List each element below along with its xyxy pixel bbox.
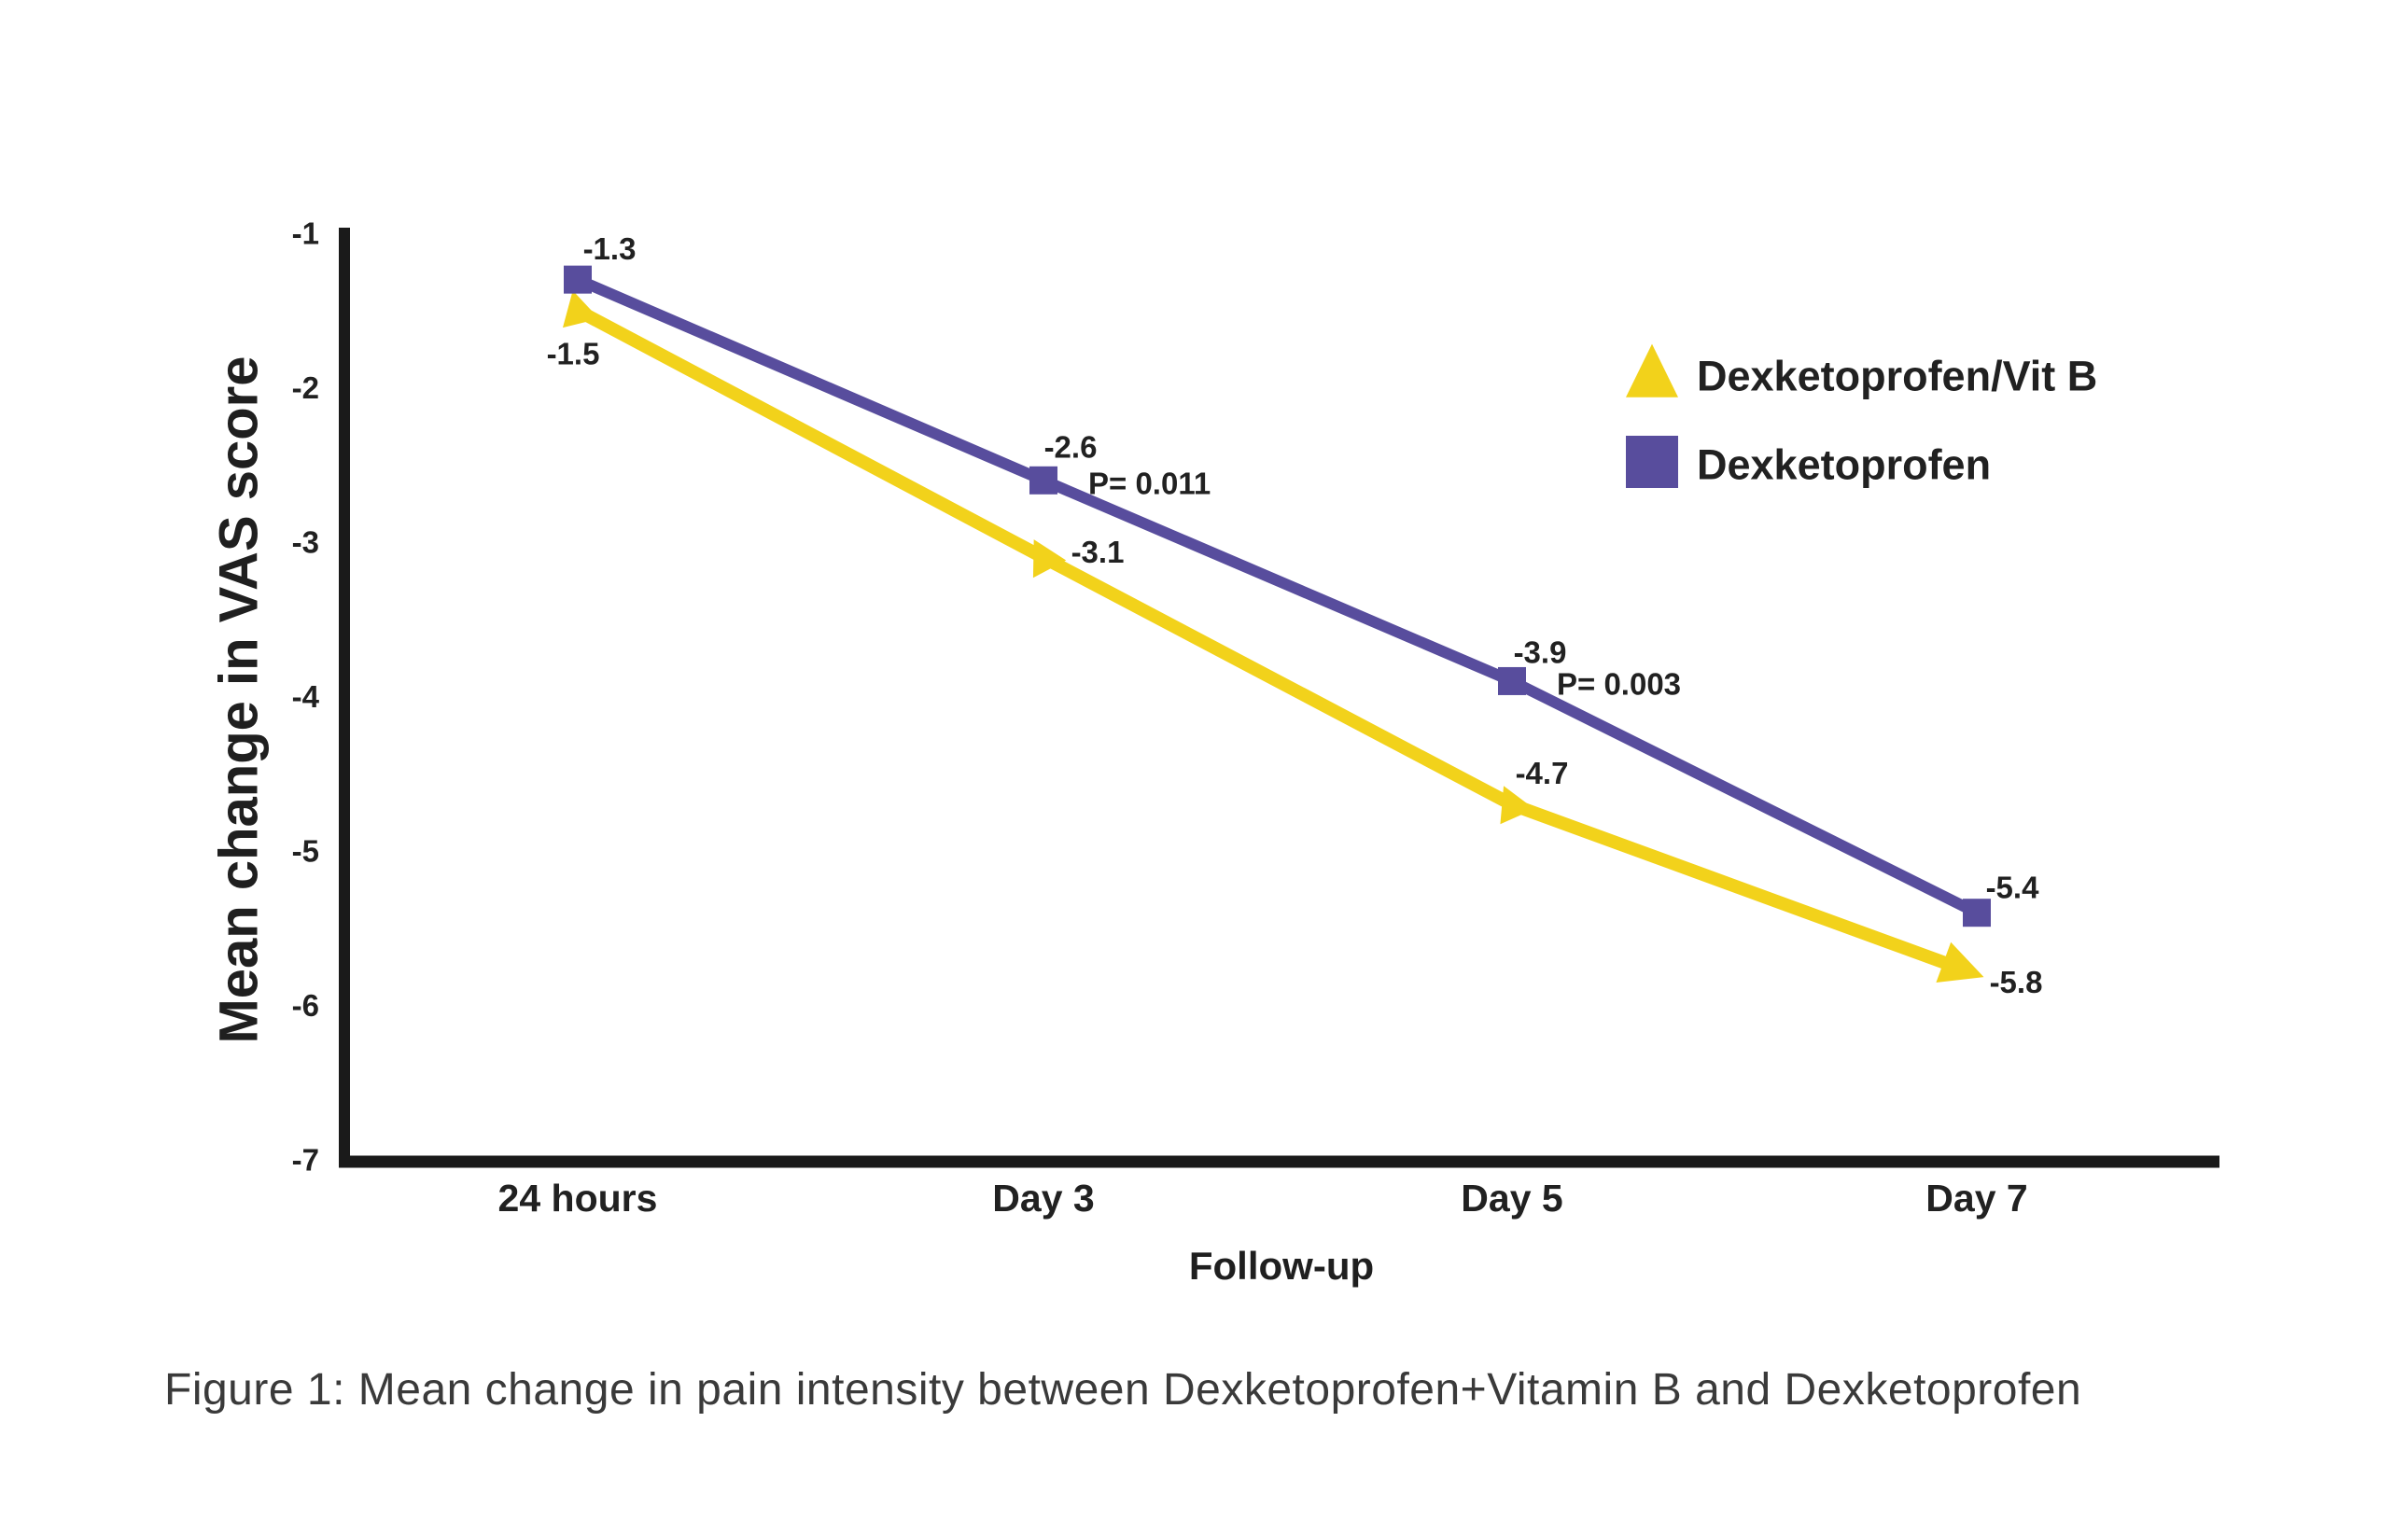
legend-swatch-square — [1626, 436, 1678, 488]
x-axis-title: Follow-up — [1188, 1244, 1375, 1288]
data-label: -1.5 — [547, 336, 600, 370]
data-label: -5.8 — [1990, 965, 2043, 999]
legend-swatch-triangle — [1626, 343, 1678, 397]
y-tick-label: -3 — [292, 525, 319, 560]
y-tick-label: -7 — [292, 1143, 319, 1178]
y-tick-label: -6 — [292, 988, 319, 1023]
x-category-label: Day 5 — [1461, 1177, 1562, 1220]
series-line-dexketoprofen — [575, 274, 1980, 918]
data-label: -5.4 — [1986, 871, 2040, 905]
data-label: -1.3 — [583, 231, 637, 266]
legend — [1626, 343, 1678, 488]
marker-square — [1963, 899, 1991, 927]
data-label: -4.7 — [1516, 756, 1569, 790]
marker-square — [564, 265, 592, 294]
marker-arrowhead — [1936, 941, 1984, 983]
legend-label-dexketoprofen: Dexketoprofen — [1697, 441, 1991, 489]
figure-caption: Figure 1: Mean change in pain intensity … — [164, 1365, 2082, 1415]
marker-square — [1029, 466, 1057, 495]
x-category-label: Day 3 — [992, 1177, 1094, 1220]
y-tick-label: -1 — [292, 216, 319, 251]
data-label: -3.9 — [1514, 634, 1567, 669]
p-value-label: P= 0.003 — [1557, 666, 1681, 701]
x-category-label: 24 hours — [498, 1177, 658, 1220]
y-tick-label: -5 — [292, 834, 319, 869]
y-tick-label: -2 — [292, 370, 319, 405]
y-axis-title: Mean change in VAS score — [208, 356, 270, 1044]
legend-label-dexketoprofen-vit-b: Dexketoprofen/Vit B — [1697, 353, 2097, 400]
data-label: -3.1 — [1071, 535, 1125, 569]
marker-triangle — [1032, 539, 1067, 579]
marker-square — [1498, 666, 1526, 695]
data-label: -2.6 — [1044, 429, 1098, 464]
p-value-label: P= 0.011 — [1088, 466, 1211, 500]
series-line-dexketoprofen-vit-b — [574, 304, 1960, 974]
marker-triangle — [562, 290, 599, 328]
x-category-label: Day 7 — [1925, 1177, 2027, 1220]
marker-triangle — [1500, 786, 1534, 825]
y-tick-label: -4 — [292, 679, 320, 714]
